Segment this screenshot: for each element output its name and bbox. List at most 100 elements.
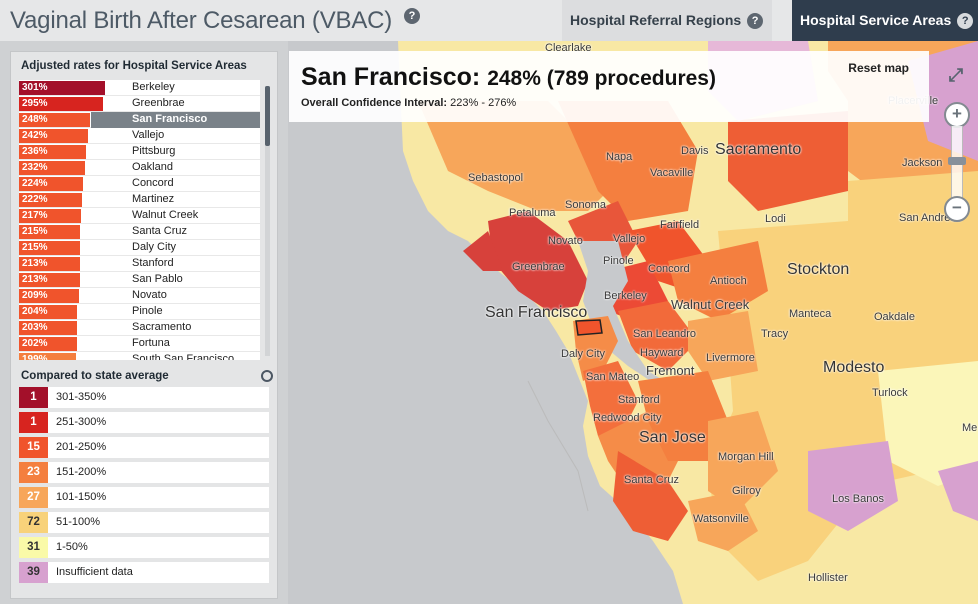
rate-row[interactable]: 242% Vallejo: [19, 128, 260, 144]
rate-row[interactable]: 222% Martinez: [19, 192, 260, 208]
scroll-thumb[interactable]: [265, 86, 270, 146]
rate-region-name: Pinole: [132, 305, 163, 317]
city-label: Me: [962, 422, 978, 434]
city-label: Turlock: [872, 387, 908, 399]
legend-row[interactable]: 27 101-150%: [19, 487, 269, 508]
rate-region-name: Berkeley: [132, 81, 175, 93]
legend-label: 101-150%: [56, 491, 107, 503]
rate-bar: [19, 225, 80, 239]
city-label: San Leandro: [633, 328, 696, 340]
city-label: Vallejo: [613, 233, 646, 245]
city-label: Sacramento: [715, 141, 802, 158]
city-label: Walnut Creek: [671, 297, 750, 312]
rate-row[interactable]: 199% South San Francisco: [19, 352, 260, 360]
rate-bar: [19, 305, 77, 319]
rate-row[interactable]: 204% Pinole: [19, 304, 260, 320]
fullscreen-icon[interactable]: ⤢: [948, 65, 964, 85]
rate-bar: [19, 145, 86, 159]
legend-label: 301-350%: [56, 391, 107, 403]
city-label: Greenbrae: [512, 261, 565, 273]
rate-row[interactable]: 224% Concord: [19, 176, 260, 192]
rate-bar: [19, 97, 103, 111]
rate-row[interactable]: 209% Novato: [19, 288, 260, 304]
rate-value: 301%: [22, 82, 48, 93]
legend-count: 1: [19, 412, 48, 433]
legend-row[interactable]: 31 1-50%: [19, 537, 269, 558]
confidence-interval: Overall Confidence Interval: 223% - 276%: [301, 97, 516, 109]
rate-row[interactable]: 217% Walnut Creek: [19, 208, 260, 224]
rate-value: 295%: [22, 98, 48, 109]
rate-row[interactable]: 213% San Pablo: [19, 272, 260, 288]
rates-heading: Adjusted rates for Hospital Service Area…: [21, 60, 247, 72]
rate-row[interactable]: 232% Oakland: [19, 160, 260, 176]
zoom-out-button[interactable]: −: [944, 196, 970, 222]
tab-hospital-referral-regions[interactable]: Hospital Referral Regions?: [562, 0, 772, 41]
city-label: Modesto: [823, 359, 885, 376]
rates-list[interactable]: 301% Berkeley 295% Greenbrae 248% San Francis…: [19, 80, 260, 360]
rate-bar: [19, 209, 81, 223]
city-label: Petaluma: [509, 207, 556, 219]
rate-region-name: Daly City: [132, 241, 177, 253]
rate-bar: [19, 337, 77, 351]
city-label: Hayward: [640, 347, 684, 359]
rate-bar: [19, 353, 76, 360]
rate-row[interactable]: 203% Sacramento: [19, 320, 260, 336]
ci-label: Overall Confidence Interval:: [301, 97, 448, 109]
zoom-in-button[interactable]: +: [944, 102, 970, 128]
legend-label: 251-300%: [56, 416, 107, 428]
city-label: Sebastopol: [468, 172, 524, 184]
rate-row[interactable]: 301% Berkeley: [19, 80, 260, 96]
zoom-slider-handle[interactable]: [948, 157, 966, 165]
city-label: Daly City: [561, 348, 606, 360]
rate-value: 224%: [22, 178, 48, 189]
legend-row[interactable]: 15 201-250%: [19, 437, 269, 458]
legend-row[interactable]: 72 51-100%: [19, 512, 269, 533]
legend-count: 23: [19, 462, 48, 483]
region-info-box: San Francisco: 248% (789 procedures) Ove…: [289, 51, 929, 122]
help-icon[interactable]: ?: [747, 13, 764, 29]
city-label: San Francisco: [485, 304, 588, 321]
city-label: Lodi: [765, 213, 786, 225]
rate-value: 232%: [22, 162, 48, 173]
rate-row[interactable]: 202% Fortuna: [19, 336, 260, 352]
map-view[interactable]: Sacramento Napa Davis Vacaville Sebastop…: [288, 41, 978, 604]
legend-row[interactable]: 23 151-200%: [19, 462, 269, 483]
city-label: Santa Cruz: [624, 474, 680, 486]
city-label: Tracy: [761, 328, 789, 340]
header-bar: Vaginal Birth After Cesarean (VBAC) ? Ho…: [0, 0, 978, 41]
page-title: Vaginal Birth After Cesarean (VBAC): [10, 7, 393, 34]
rate-row[interactable]: 215% Daly City: [19, 240, 260, 256]
zoom-control[interactable]: + −: [944, 102, 970, 224]
rate-region-name: Stanford: [132, 257, 174, 269]
rate-value: 213%: [22, 258, 48, 269]
rate-region-name: Novato: [132, 289, 167, 301]
legend-count: 27: [19, 487, 48, 508]
rate-row[interactable]: 215% Santa Cruz: [19, 224, 260, 240]
city-label: Hollister: [808, 572, 848, 584]
rate-value: 215%: [22, 226, 48, 237]
city-label: Davis: [681, 145, 709, 157]
map-canvas[interactable]: [288, 41, 978, 604]
help-icon[interactable]: ?: [404, 8, 420, 24]
rate-row[interactable]: 236% Pittsburg: [19, 144, 260, 160]
rate-region-name: Fortuna: [132, 337, 170, 349]
rate-row[interactable]: 248% San Francisco: [19, 112, 260, 128]
legend-row[interactable]: 39 Insufficient data: [19, 562, 269, 583]
legend-count: 15: [19, 437, 48, 458]
rate-region-name: Greenbrae: [132, 97, 185, 109]
legend-row[interactable]: 1 251-300%: [19, 412, 269, 433]
rate-bar: [19, 161, 85, 175]
scrollbar[interactable]: [265, 86, 270, 356]
help-icon[interactable]: ?: [957, 13, 974, 29]
rate-row[interactable]: 213% Stanford: [19, 256, 260, 272]
city-label: Gilroy: [732, 485, 761, 497]
rate-row[interactable]: 295% Greenbrae: [19, 96, 260, 112]
legend-row[interactable]: 1 301-350%: [19, 387, 269, 408]
city-label: Oakdale: [874, 311, 915, 323]
tab-hospital-service-areas[interactable]: Hospital Service Areas?: [792, 0, 978, 41]
city-label: Vacaville: [650, 167, 694, 179]
rate-region-name: South San Francisco: [132, 353, 235, 360]
reset-map-button[interactable]: Reset map: [848, 61, 909, 75]
rate-bar: [19, 321, 77, 335]
legend-settings-icon[interactable]: [261, 370, 273, 382]
